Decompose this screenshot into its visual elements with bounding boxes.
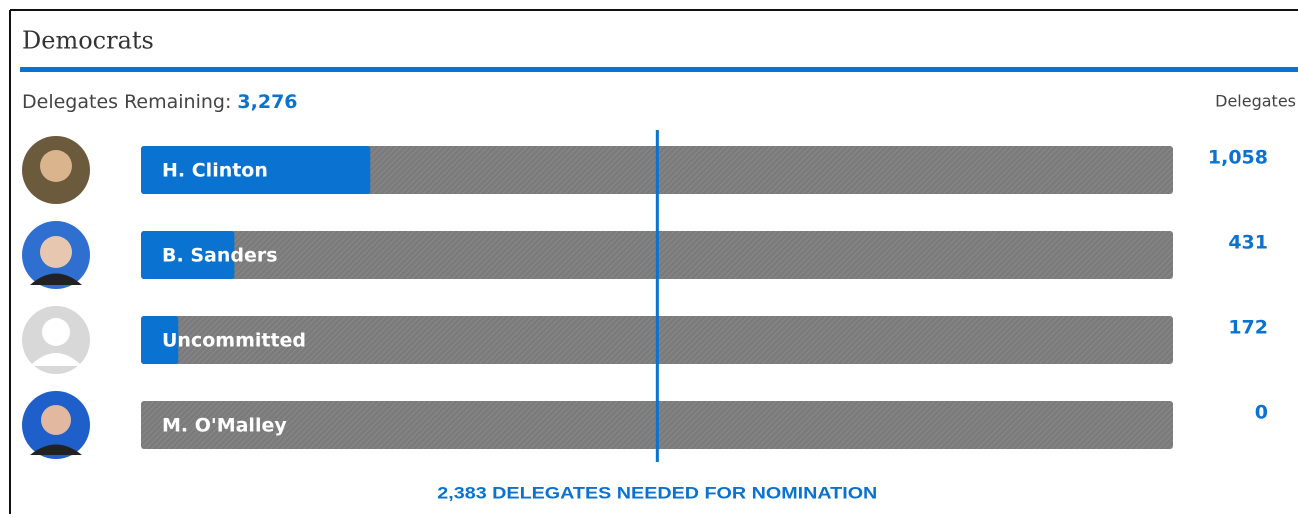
avatar-suit: [30, 273, 82, 285]
value-label: 1,058: [1208, 147, 1268, 169]
value-label: 172: [1228, 317, 1268, 339]
avatar-face: [41, 405, 71, 435]
avatar-body: [30, 353, 82, 366]
candidate-name: Uncommitted: [162, 330, 306, 352]
remaining-value: 3,276: [237, 91, 297, 113]
avatar-face: [40, 236, 72, 268]
candidate-name: B. Sanders: [162, 245, 278, 267]
threshold-annotation: 2,383 DELEGATES NEEDED FOR NOMINATION: [437, 483, 877, 502]
avatar-head: [42, 318, 70, 346]
avatars: [22, 136, 90, 459]
panel-title: Democrats: [22, 27, 154, 55]
bar: [141, 231, 235, 279]
bar: [141, 146, 371, 194]
avatar-suit: [30, 444, 82, 455]
bar: [141, 316, 179, 364]
title-rule: [20, 67, 1298, 72]
value-header: Delegates: [1215, 92, 1296, 111]
value-label: 0: [1255, 402, 1268, 424]
remaining-label-text: Delegates Remaining:: [22, 91, 231, 113]
candidate-name: M. O'Malley: [162, 415, 287, 437]
avatar-face: [40, 150, 72, 182]
value-label: 431: [1228, 232, 1268, 254]
candidate-name: H. Clinton: [162, 160, 268, 182]
remaining-label: Delegates Remaining: 3,276: [22, 91, 298, 113]
